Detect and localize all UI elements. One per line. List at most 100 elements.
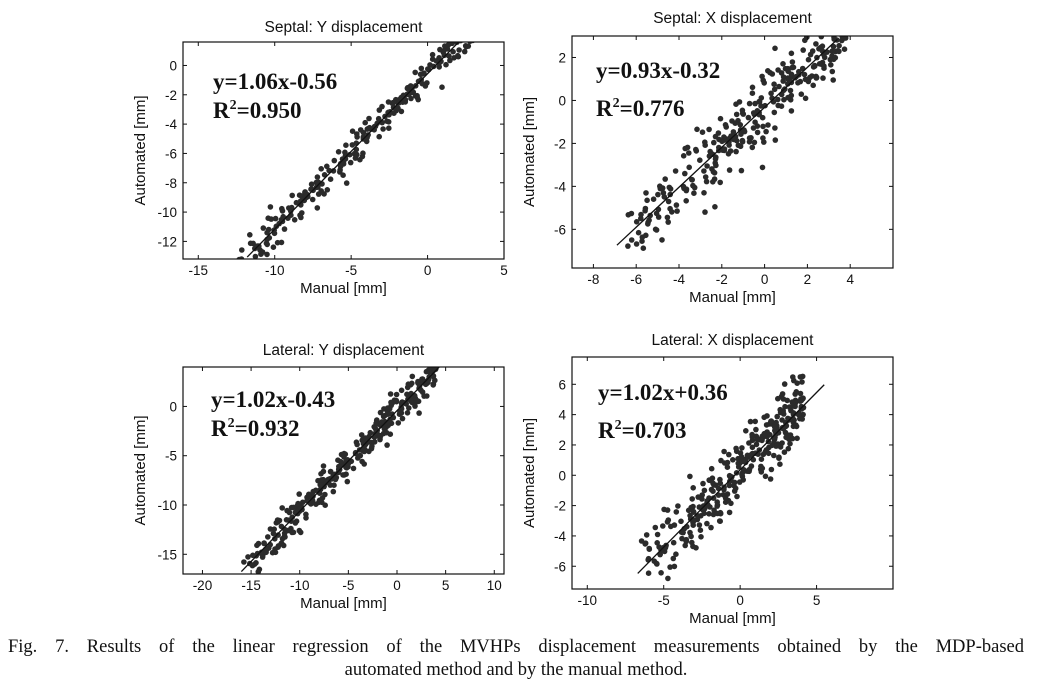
data-point (381, 426, 388, 432)
data-point (727, 473, 733, 480)
data-point (633, 241, 640, 247)
chart-title: Septal: X displacement (653, 10, 812, 27)
data-point (671, 563, 678, 570)
data-point (710, 480, 716, 487)
data-point (665, 575, 671, 582)
data-point (734, 493, 740, 500)
data-point (818, 36, 825, 40)
data-point (433, 58, 440, 64)
data-point (309, 196, 316, 203)
data-point (701, 190, 707, 196)
data-point (408, 398, 415, 405)
data-point (739, 471, 745, 478)
data-point (360, 129, 367, 136)
data-point (331, 157, 338, 164)
data-point (667, 564, 673, 570)
scatter-points (625, 26, 849, 251)
data-point (302, 189, 308, 196)
data-point (820, 75, 826, 81)
data-point (398, 108, 405, 115)
data-point (289, 192, 296, 199)
data-point (395, 420, 402, 426)
data-point (758, 95, 765, 101)
data-point (299, 499, 306, 506)
data-point (398, 387, 405, 394)
data-point (702, 209, 708, 215)
data-point (736, 479, 743, 485)
data-point (786, 404, 793, 410)
data-point (759, 437, 765, 444)
data-point (813, 41, 819, 47)
data-point (711, 139, 717, 146)
data-point (423, 368, 430, 375)
data-point (684, 523, 690, 530)
data-point (665, 198, 672, 205)
data-point (657, 551, 663, 558)
data-point (749, 144, 756, 151)
axes-box (571, 35, 894, 269)
data-point (778, 103, 785, 109)
data-point (701, 487, 708, 494)
data-point (787, 440, 793, 447)
data-point (458, 32, 464, 38)
y-tick-label: 2 (558, 438, 566, 453)
data-point (252, 253, 259, 259)
data-point (794, 435, 800, 442)
data-point (470, 22, 476, 28)
data-point (826, 26, 832, 32)
data-point (659, 237, 665, 243)
data-point (747, 418, 754, 425)
data-point (343, 142, 349, 148)
y-axis-label: Automated [mm] (132, 95, 149, 205)
data-point (813, 75, 820, 81)
data-point (765, 450, 772, 457)
data-point (795, 411, 802, 418)
data-point (461, 48, 468, 55)
data-point (749, 444, 756, 451)
data-point (726, 135, 733, 142)
data-point (356, 453, 362, 460)
data-point (429, 356, 435, 362)
data-point (686, 150, 692, 156)
data-point (433, 360, 439, 366)
data-point (775, 395, 781, 402)
data-point (318, 188, 325, 194)
data-point (721, 460, 728, 466)
data-point (655, 191, 661, 198)
data-point (704, 163, 710, 169)
data-point (283, 517, 290, 523)
data-point (661, 194, 668, 200)
data-point (457, 24, 463, 30)
data-point (327, 176, 334, 182)
data-point (834, 28, 840, 34)
data-point (464, 31, 470, 37)
data-point (673, 551, 679, 557)
data-point (664, 507, 671, 513)
data-point (670, 555, 677, 562)
data-point (760, 451, 767, 458)
data-point (645, 570, 652, 576)
data-point (646, 545, 652, 552)
data-point (410, 89, 417, 95)
data-point (362, 119, 369, 126)
data-point (384, 405, 391, 411)
data-point (467, 42, 473, 44)
data-point (802, 95, 809, 102)
data-point (800, 47, 806, 53)
data-point (680, 153, 687, 159)
data-point (340, 472, 346, 478)
data-point (662, 176, 668, 182)
data-point (738, 131, 744, 137)
data-point (430, 360, 436, 366)
data-point (732, 120, 738, 126)
data-point (726, 142, 732, 148)
data-point (749, 90, 756, 96)
data-point (318, 166, 325, 172)
y-axis-label: Automated [mm] (521, 97, 538, 207)
data-point (841, 46, 848, 52)
x-axis-label: Manual [mm] (689, 289, 776, 306)
data-point (468, 33, 474, 39)
data-point (419, 389, 426, 395)
data-point (781, 96, 787, 103)
data-point (821, 30, 827, 36)
